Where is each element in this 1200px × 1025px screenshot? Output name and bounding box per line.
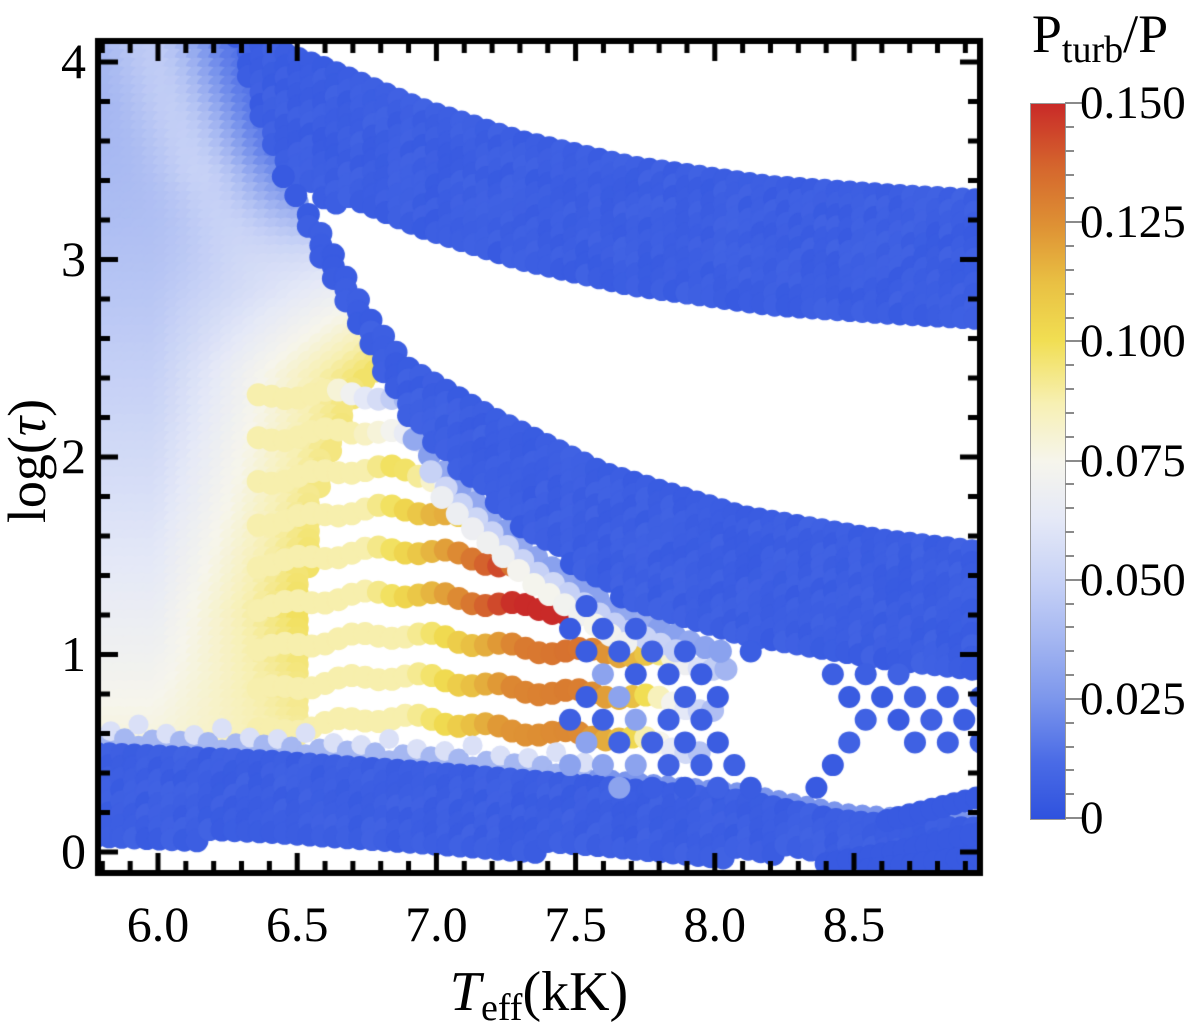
colorbar-minor-tick (1065, 554, 1074, 557)
y-tick-label-4: 4 (61, 33, 86, 89)
y-axis-label: log(τ) (0, 311, 58, 611)
colorbar-minor-tick (1065, 268, 1074, 271)
colorbar-minor-tick (1065, 411, 1074, 414)
x-tick-label-8.5: 8.5 (822, 896, 886, 952)
colorbar-minor-tick (1065, 602, 1074, 605)
colorbar-tick-label-0.075: 0.075 (1080, 434, 1186, 487)
colorbar-tick-label-0: 0 (1080, 792, 1104, 844)
y-axis-label-tau: τ (0, 416, 57, 437)
y-tick-label-3: 3 (61, 230, 86, 287)
x-tick-label-8.0: 8.0 (683, 896, 747, 952)
colorbar-tick-label-0.025: 0.025 (1080, 672, 1186, 725)
y-axis-label-pre: log( (0, 436, 57, 524)
x-tick-label-7.5: 7.5 (544, 896, 607, 952)
colorbar-tick-label-0.100: 0.100 (1080, 315, 1186, 368)
colorbar-minor-tick (1065, 650, 1074, 653)
colorbar-minor-tick (1065, 483, 1074, 486)
colorbar-title-main: P (1031, 4, 1062, 64)
colorbar-minor-tick (1065, 245, 1074, 247)
colorbar-minor-tick (1065, 793, 1074, 796)
colorbar-minor-tick (1065, 364, 1074, 367)
colorbar-minor-tick (1065, 745, 1074, 748)
colorbar-minor-tick (1065, 292, 1074, 295)
x-axis-label-symbol: T (449, 961, 481, 1023)
colorbar-tick-label-0.050: 0.050 (1080, 553, 1186, 606)
colorbar (1030, 103, 1066, 820)
colorbar-major-tick (1065, 817, 1082, 819)
colorbar-minor-tick (1065, 626, 1074, 629)
x-tick-label-7.0: 7.0 (405, 896, 468, 952)
colorbar-title-post: /P (1123, 4, 1169, 64)
colorbar-minor-tick (1065, 316, 1074, 319)
x-tick-label-6.5: 6.5 (265, 896, 329, 952)
y-tick-label-1: 1 (61, 625, 86, 682)
colorbar-minor-tick (1065, 197, 1074, 200)
colorbar-minor-tick (1065, 125, 1074, 128)
colorbar-minor-tick (1065, 173, 1074, 176)
y-tick-label-2: 2 (61, 428, 86, 484)
y-axis-label-post: ) (0, 398, 57, 417)
colorbar-title-subscript: turb (1061, 29, 1124, 71)
colorbar-minor-tick (1065, 507, 1074, 510)
colorbar-major-tick (1065, 459, 1082, 462)
colorbar-minor-tick (1065, 769, 1074, 772)
colorbar-major-tick (1065, 340, 1082, 343)
colorbar-major-tick (1065, 221, 1082, 224)
colorbar-tick-label-0.150: 0.150 (1080, 77, 1186, 129)
x-tick-label-6.0: 6.0 (126, 896, 190, 952)
colorbar-minor-tick (1065, 435, 1074, 438)
y-tick-label-0: 0 (61, 823, 86, 879)
x-axis-label-unit: (kK) (522, 961, 629, 1023)
colorbar-minor-tick (1065, 674, 1074, 676)
colorbar-major-tick (1065, 697, 1082, 700)
colorbar-major-tick (1065, 578, 1082, 581)
colorbar-minor-tick (1065, 721, 1074, 724)
colorbar-minor-tick (1065, 388, 1074, 390)
colorbar-tick-label-0.125: 0.125 (1080, 196, 1186, 249)
x-axis-label-subscript: eff (480, 987, 523, 1025)
colorbar-major-tick (1065, 102, 1082, 104)
colorbar-minor-tick (1065, 531, 1074, 533)
colorbar-minor-tick (1065, 149, 1074, 152)
colorbar-title: Pturb/P (1000, 4, 1200, 80)
x-axis-label: Teff(kK) (389, 962, 689, 1025)
